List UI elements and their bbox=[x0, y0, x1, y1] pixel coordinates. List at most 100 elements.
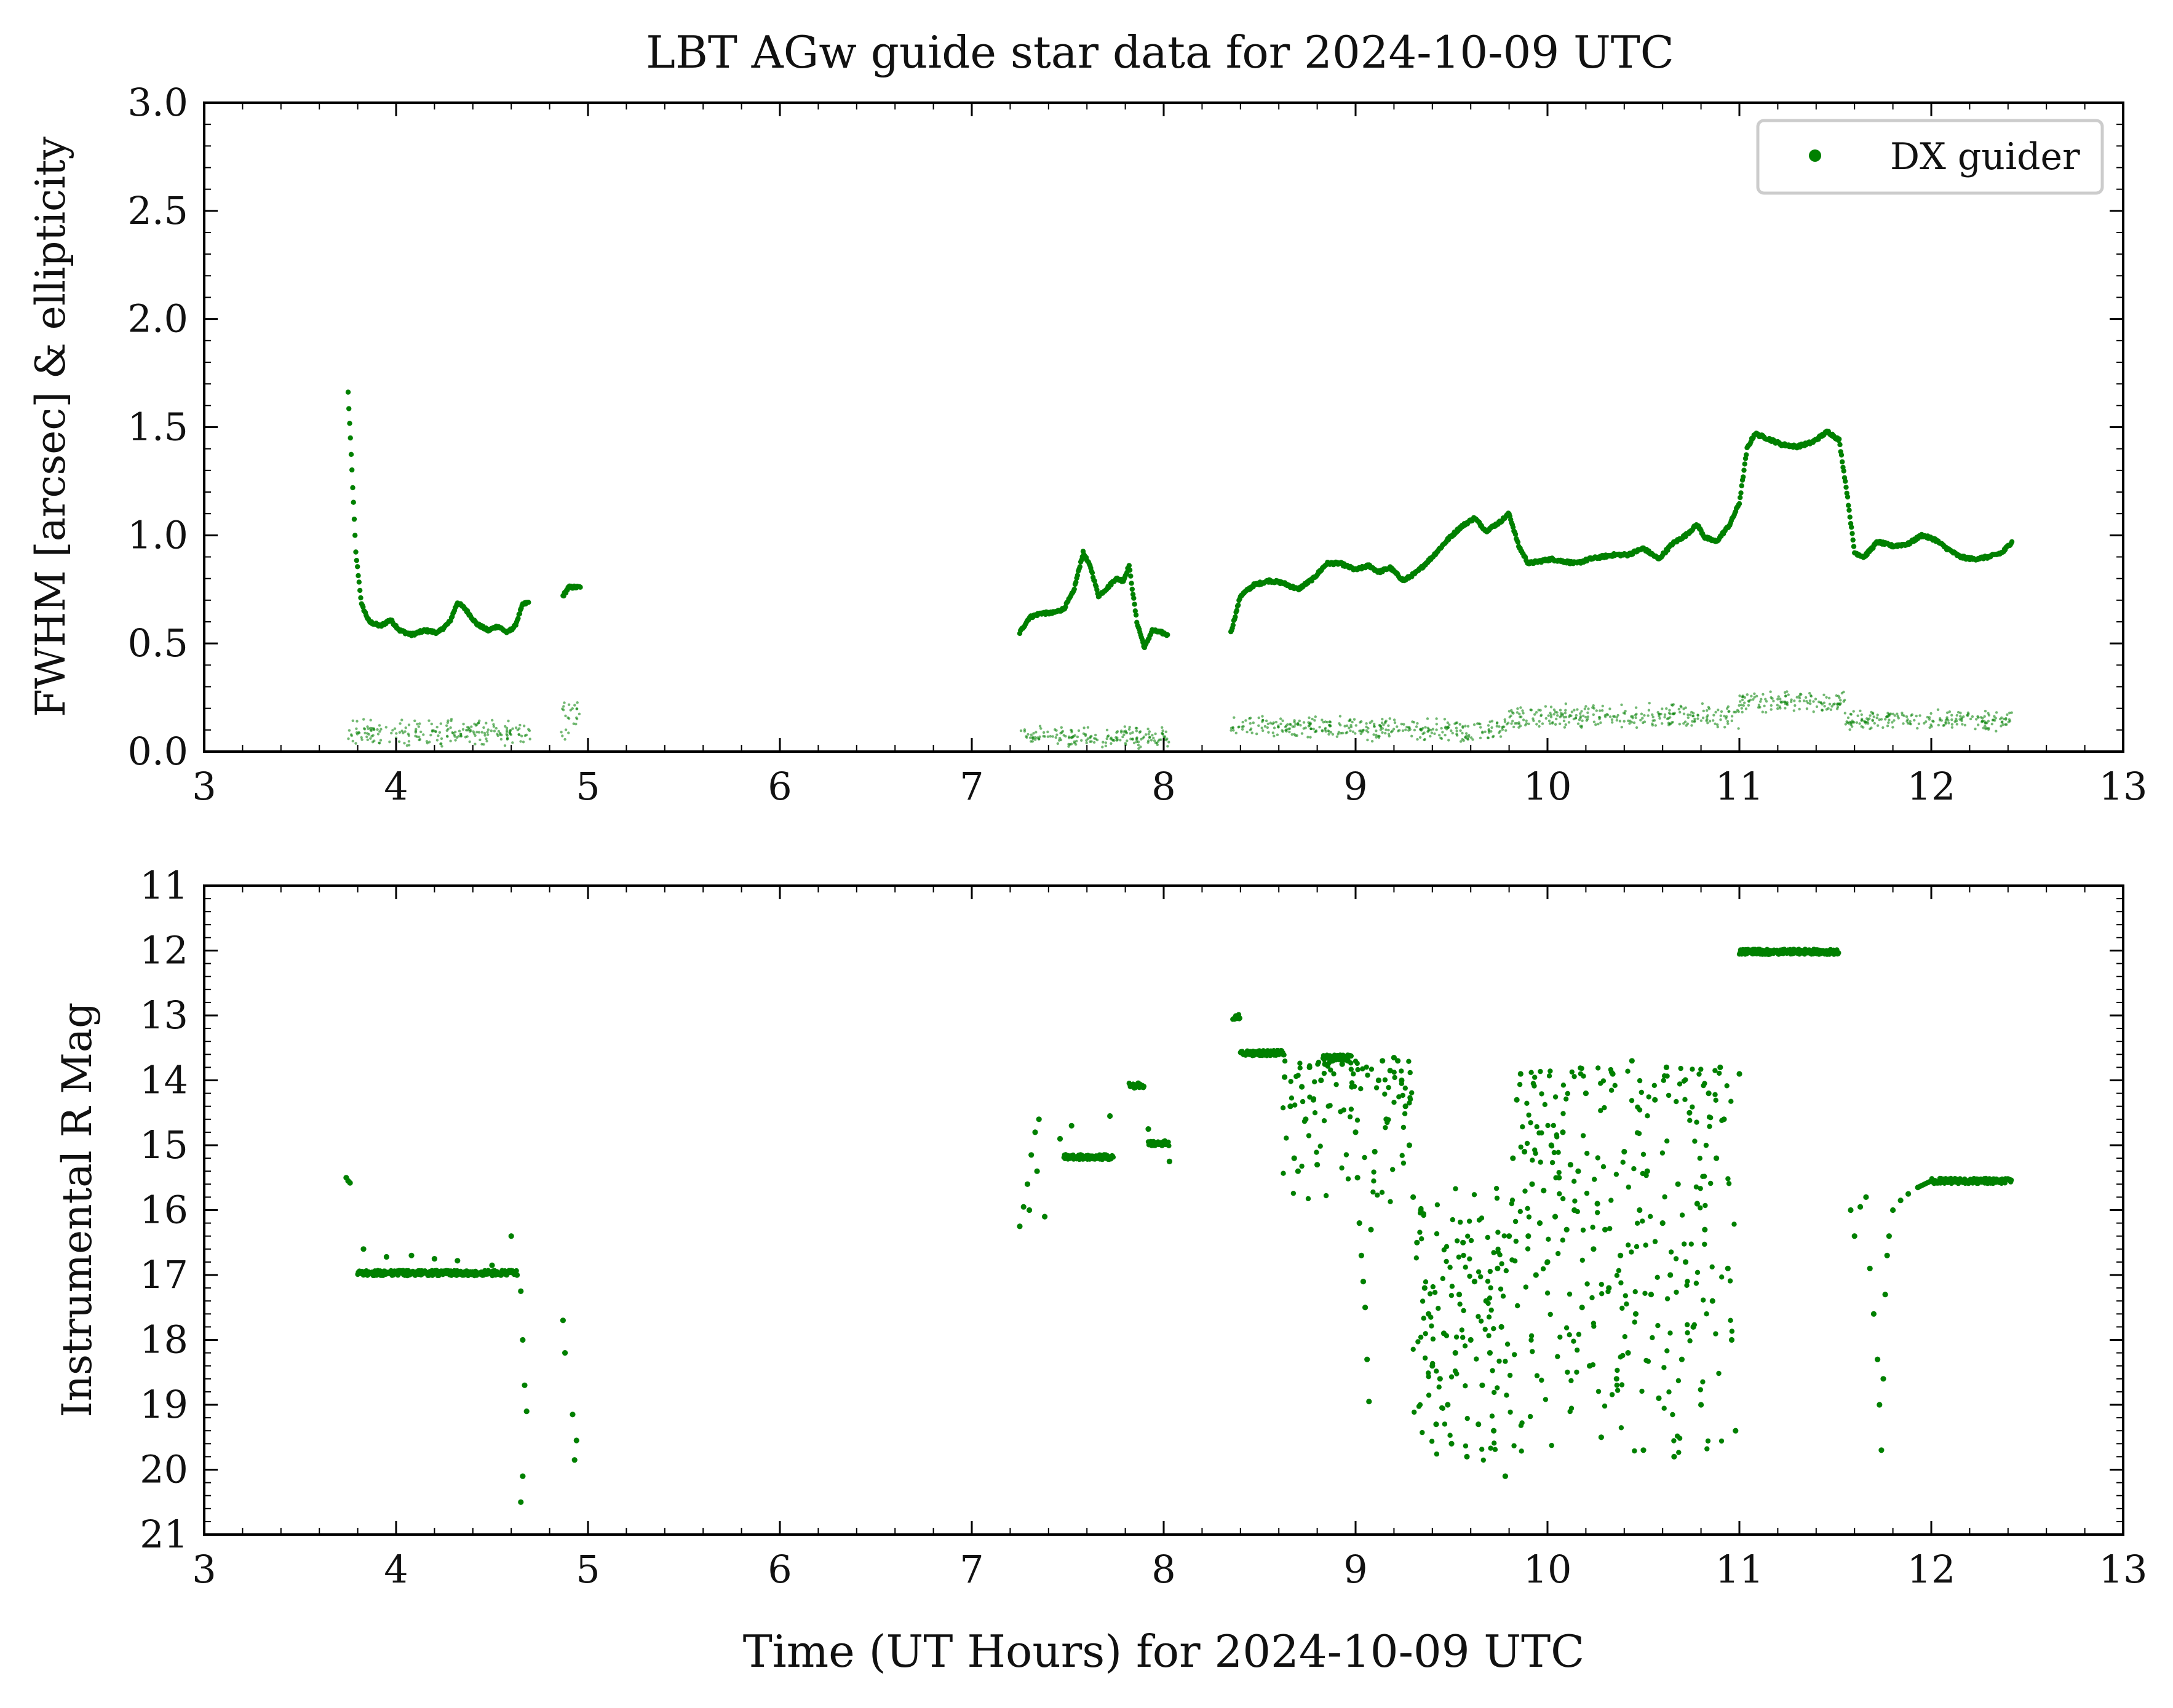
ellipticity-point bbox=[1037, 737, 1041, 741]
ellipticity-point bbox=[1527, 722, 1530, 726]
rmag-point bbox=[1326, 1060, 1332, 1066]
rmag-point bbox=[1709, 1264, 1715, 1269]
ellipticity-point bbox=[490, 729, 493, 733]
rmag-x-tick-label: 7 bbox=[959, 1547, 983, 1592]
ellipticity-point bbox=[1387, 733, 1391, 736]
ellipticity-point bbox=[1038, 735, 1041, 739]
rmag-point bbox=[1379, 1190, 1385, 1195]
rmag-point bbox=[1568, 1378, 1574, 1383]
ellipticity-point bbox=[1271, 731, 1274, 734]
ellipticity-point bbox=[480, 731, 483, 734]
rmag-point bbox=[1702, 1241, 1707, 1247]
ellipticity-point bbox=[1401, 729, 1405, 733]
ellipticity-point bbox=[1639, 718, 1642, 722]
ellipticity-point bbox=[1466, 737, 1469, 741]
ellipticity-point bbox=[1743, 701, 1746, 704]
rmag-point bbox=[1629, 1249, 1634, 1255]
ellipticity-point bbox=[418, 736, 421, 739]
rmag-point bbox=[1463, 1383, 1468, 1389]
ellipticity-point bbox=[1119, 731, 1123, 734]
ellipticity-point bbox=[1855, 721, 1859, 725]
ellipticity-point bbox=[497, 729, 501, 733]
ellipticity-point bbox=[1067, 742, 1070, 746]
rmag-point bbox=[1498, 1324, 1504, 1330]
ellipticity-point bbox=[1859, 709, 1862, 713]
ellipticity-point bbox=[1455, 729, 1458, 733]
ellipticity-point bbox=[576, 707, 579, 710]
rmag-point bbox=[1301, 1119, 1308, 1124]
ellipticity-point bbox=[1249, 717, 1252, 720]
rmag-point bbox=[1664, 1296, 1670, 1301]
rmag-point bbox=[1532, 1074, 1538, 1080]
ellipticity-point bbox=[1950, 726, 1954, 729]
rmag-point bbox=[1495, 1265, 1501, 1271]
ellipticity-point bbox=[1693, 719, 1696, 723]
ellipticity-point bbox=[1260, 726, 1263, 729]
rmag-point bbox=[1517, 1071, 1523, 1077]
rmag-point bbox=[1897, 1198, 1904, 1204]
ellipticity-point bbox=[393, 727, 397, 730]
ellipticity-point bbox=[414, 734, 417, 737]
ellipticity-point bbox=[1995, 729, 1998, 733]
fwhm-point bbox=[345, 389, 351, 395]
ellipticity-point bbox=[429, 734, 432, 737]
rmag-point bbox=[1662, 1194, 1667, 1200]
ellipticity-point bbox=[1568, 715, 1571, 718]
ellipticity-point bbox=[1085, 739, 1088, 742]
ellipticity-point bbox=[367, 733, 370, 736]
ellipticity-point bbox=[366, 738, 369, 742]
ellipticity-point bbox=[1324, 729, 1327, 733]
ellipticity-point bbox=[416, 723, 419, 726]
rmag-point bbox=[1439, 1405, 1445, 1411]
ellipticity-point bbox=[1787, 693, 1790, 696]
ellipticity-point bbox=[492, 725, 496, 728]
ellipticity-point bbox=[1849, 723, 1853, 726]
ellipticity-point bbox=[1635, 726, 1639, 729]
ellipticity-point bbox=[1288, 730, 1291, 734]
rmag-point bbox=[1494, 1195, 1500, 1201]
ellipticity-point bbox=[1740, 707, 1743, 710]
ellipticity-point bbox=[506, 737, 509, 741]
ellipticity-point bbox=[1413, 728, 1416, 732]
ellipticity-point bbox=[1311, 717, 1314, 721]
ellipticity-point bbox=[1608, 715, 1612, 718]
rmag-point bbox=[1290, 1191, 1297, 1196]
rmag-point bbox=[1467, 1273, 1472, 1279]
ellipticity-point bbox=[1503, 718, 1506, 721]
ellipticity-point bbox=[1746, 693, 1749, 696]
rmag-y-tick-label: 17 bbox=[140, 1252, 188, 1297]
ellipticity-point bbox=[1918, 714, 1921, 717]
ellipticity-point bbox=[1808, 699, 1812, 702]
rmag-point bbox=[570, 1412, 576, 1418]
rmag-point bbox=[1400, 1124, 1407, 1130]
ellipticity-point bbox=[1294, 734, 1297, 737]
rmag-point bbox=[1487, 1350, 1493, 1356]
rmag-point bbox=[1447, 1432, 1453, 1438]
ellipticity-point bbox=[349, 733, 353, 736]
rmag-point bbox=[1659, 1220, 1666, 1226]
rmag-point bbox=[1441, 1247, 1447, 1253]
ellipticity-point bbox=[1612, 715, 1615, 718]
ellipticity-point bbox=[367, 727, 370, 731]
ellipticity-point bbox=[1535, 711, 1538, 714]
rmag-point bbox=[1688, 1241, 1694, 1247]
ellipticity-point bbox=[1444, 734, 1447, 737]
rmag-point bbox=[1036, 1116, 1042, 1122]
rmag-point bbox=[1557, 1334, 1563, 1340]
ellipticity-point bbox=[370, 729, 373, 733]
ellipticity-point bbox=[425, 740, 429, 743]
ellipticity-point bbox=[1603, 713, 1607, 717]
rmag-point bbox=[1382, 1077, 1388, 1082]
rmag-point bbox=[1282, 1059, 1288, 1064]
ellipticity-point bbox=[1547, 714, 1550, 717]
ellipticity-point bbox=[477, 721, 480, 725]
ellipticity-point bbox=[1279, 717, 1282, 720]
rmag-point bbox=[1598, 1081, 1603, 1086]
rmag-point bbox=[1613, 1172, 1619, 1177]
fwhm-point bbox=[1841, 468, 1846, 474]
rmag-point bbox=[1728, 1337, 1735, 1343]
rmag-point bbox=[1565, 1090, 1570, 1097]
rmag-point bbox=[1608, 1069, 1615, 1075]
ellipticity-point bbox=[419, 730, 423, 734]
ellipticity-point bbox=[1147, 739, 1150, 742]
